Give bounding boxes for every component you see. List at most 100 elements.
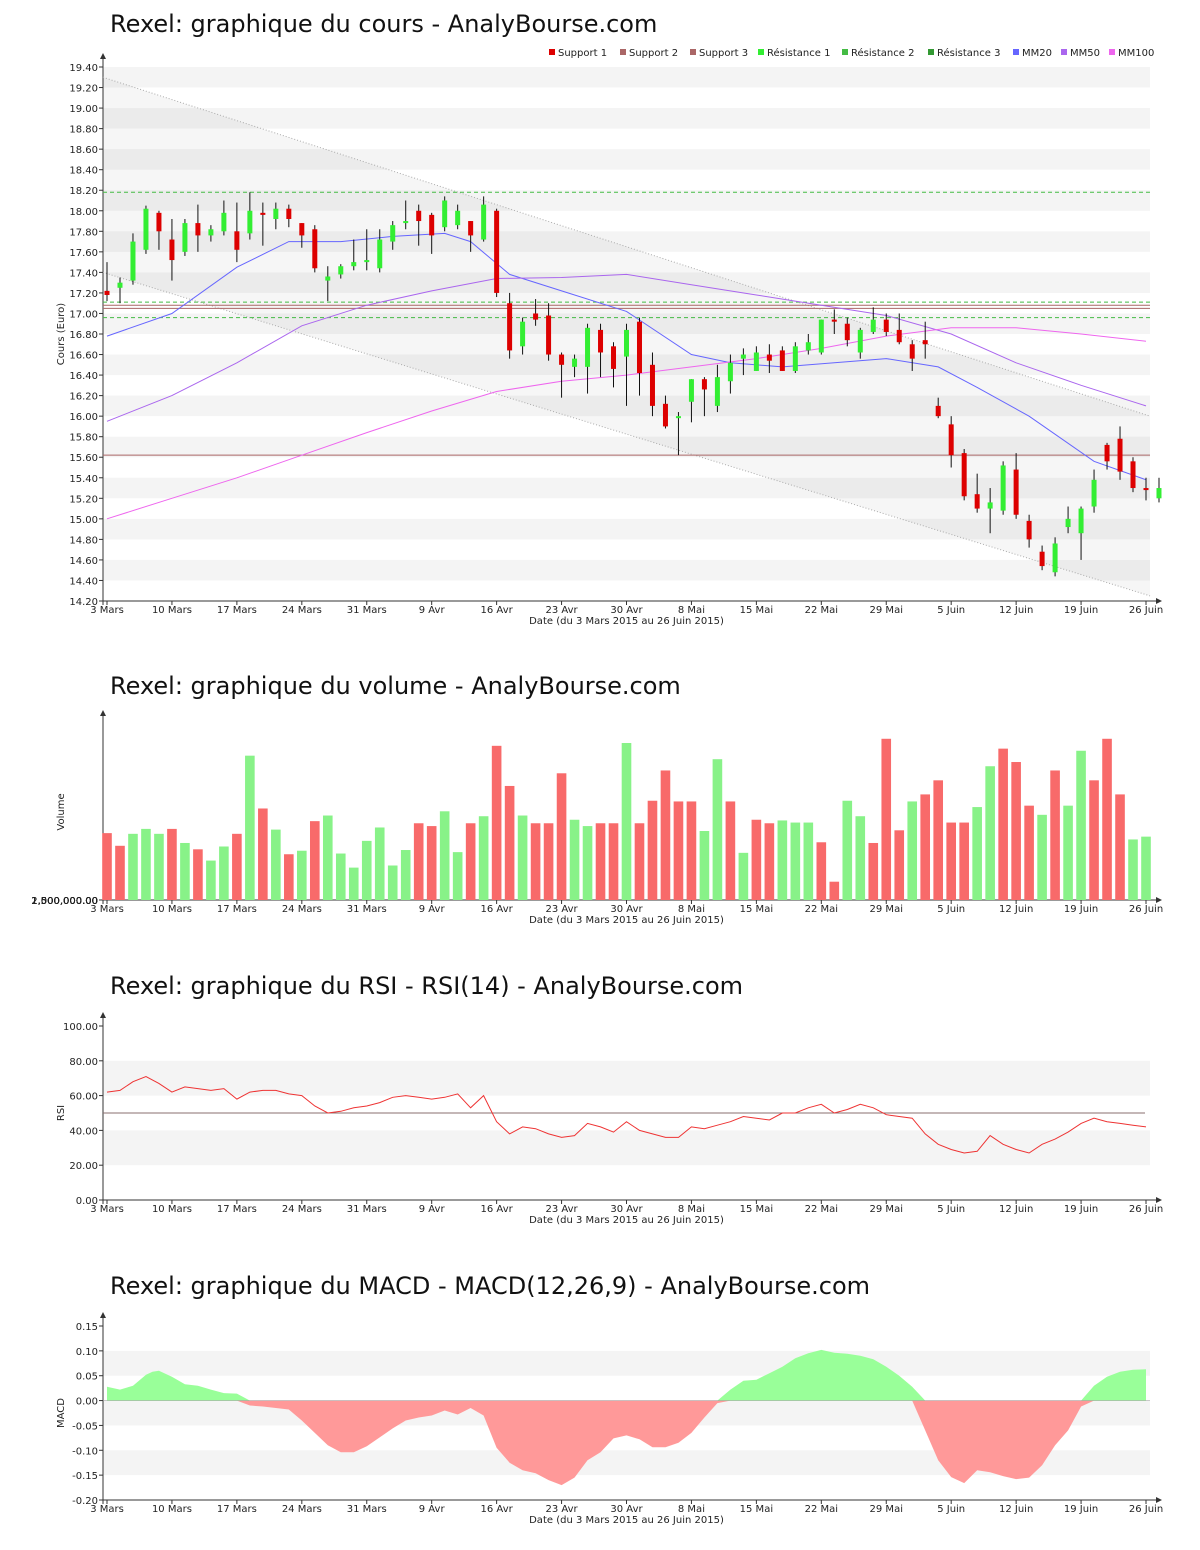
volume-bar	[297, 851, 307, 900]
legend-label: Résistance 2	[851, 47, 914, 59]
candle-body	[325, 276, 330, 280]
volume-bar	[946, 823, 956, 900]
macd-xlabel: Date (du 3 Mars 2015 au 26 Juin 2015)	[529, 1515, 724, 1526]
legend-label: Résistance 3	[937, 47, 1000, 59]
rsi-xlabel: Date (du 3 Mars 2015 au 26 Juin 2015)	[529, 1215, 724, 1226]
legend-swatch	[549, 49, 555, 55]
volume-bar	[206, 861, 216, 900]
volume-bar	[180, 843, 190, 900]
candle-body	[403, 221, 408, 223]
volume-xtick-label: 22 Mai	[805, 904, 838, 915]
volume-xtick-label: 9 Avr	[419, 904, 446, 915]
volume-bar	[661, 770, 671, 900]
volume-xtick-label: 5 Juin	[937, 904, 965, 915]
volume-bar	[622, 743, 632, 900]
rsi-xtick-label: 16 Avr	[481, 1204, 514, 1215]
volume-bar	[609, 823, 619, 900]
candle-body	[1118, 439, 1123, 472]
volume-bar	[245, 756, 255, 900]
legend-label: MM20	[1022, 48, 1052, 59]
legend-label: MM100	[1118, 48, 1154, 59]
volume-y-arrow	[100, 710, 106, 716]
volume-bar	[141, 829, 151, 900]
candle-body	[286, 209, 291, 219]
rsi-xtick-label: 9 Avr	[419, 1204, 446, 1215]
candle-body	[169, 240, 174, 261]
price-ylabel: Cours (Euro)	[56, 303, 67, 366]
price-ytick-label: 19.20	[69, 84, 98, 95]
volume-bar	[1050, 770, 1060, 900]
price-ytick-label: 17.60	[69, 248, 98, 259]
candle-body	[598, 330, 603, 353]
rsi-ytick-label: 60.00	[69, 1092, 98, 1103]
macd-ytick-label: 0.15	[76, 1322, 98, 1333]
candle-body	[1040, 552, 1045, 566]
rsi-y-arrow	[100, 1012, 106, 1018]
price-xtick-label: 24 Mars	[282, 605, 322, 616]
candle-body	[247, 211, 252, 234]
price-ytick-label: 18.40	[69, 166, 98, 177]
candle-body	[494, 211, 499, 293]
volume-bar	[102, 833, 112, 900]
candle-body	[481, 205, 486, 240]
candle-body	[832, 320, 837, 322]
candle-body	[156, 213, 161, 231]
price-ytick-label: 17.00	[69, 309, 98, 320]
legend-swatch	[758, 49, 764, 55]
volume-bar	[219, 846, 229, 900]
rsi-xtick-label: 3 Mars	[90, 1204, 124, 1215]
volume-bar	[998, 749, 1008, 900]
price-y-arrow	[100, 53, 106, 59]
price-xtick-label: 26 Juin	[1129, 605, 1163, 616]
volume-xtick-label: 3 Mars	[90, 904, 124, 915]
price-ytick-label: 16.00	[69, 412, 98, 423]
candle-body	[858, 330, 863, 353]
macd-xtick-label: 31 Mars	[347, 1504, 387, 1515]
candle-body	[105, 291, 110, 295]
price-ytick-label: 16.40	[69, 371, 98, 382]
candle-body	[715, 377, 720, 406]
volume-bar	[920, 794, 930, 900]
volume-xtick-label: 10 Mars	[152, 904, 192, 915]
candle-body	[871, 320, 876, 332]
candle-body	[130, 242, 135, 281]
rsi-xtick-label: 26 Juin	[1129, 1204, 1163, 1215]
macd-xtick-label: 17 Mars	[217, 1504, 257, 1515]
volume-bar	[128, 834, 138, 900]
legend-label: Support 3	[699, 48, 748, 59]
price-ytick-label: 19.00	[69, 104, 98, 115]
volume-bar	[583, 826, 593, 900]
price-ytick-label: 15.00	[69, 515, 98, 526]
volume-bar	[1141, 837, 1151, 900]
candle-body	[195, 223, 200, 235]
rsi-xtick-label: 10 Mars	[152, 1204, 192, 1215]
volume-xtick-label: 15 Mai	[740, 904, 773, 915]
price-ytick-label: 16.20	[69, 392, 98, 403]
candle-body	[455, 211, 460, 225]
candle-body	[377, 240, 382, 269]
volume-bar	[440, 811, 450, 900]
price-ytick-label: 19.40	[69, 63, 98, 74]
volume-bar	[466, 823, 476, 900]
volume-bar	[648, 801, 658, 900]
volume-xtick-label: 31 Mars	[347, 904, 387, 915]
candle-body	[702, 379, 707, 389]
rsi-xtick-label: 8 Mai	[678, 1204, 705, 1215]
macd-xtick-label: 10 Mars	[152, 1504, 192, 1515]
price-xtick-label: 10 Mars	[152, 605, 192, 616]
volume-bar	[739, 853, 749, 900]
candle-body	[1027, 521, 1032, 539]
macd-y-arrow	[100, 1312, 106, 1318]
candle-body	[416, 211, 421, 221]
macd-xtick-label: 30 Avr	[610, 1504, 643, 1515]
volume-bar	[401, 850, 411, 900]
price-xtick-label: 29 Mai	[870, 605, 903, 616]
macd-xtick-label: 12 Juin	[999, 1504, 1033, 1515]
candle-body	[728, 363, 733, 381]
volume-bar	[362, 841, 372, 900]
candle-body	[338, 266, 343, 274]
volume-bar	[258, 808, 268, 900]
price-xtick-label: 15 Mai	[740, 605, 773, 616]
macd-ytick-label: -0.10	[72, 1446, 98, 1457]
candle-body	[741, 355, 746, 359]
